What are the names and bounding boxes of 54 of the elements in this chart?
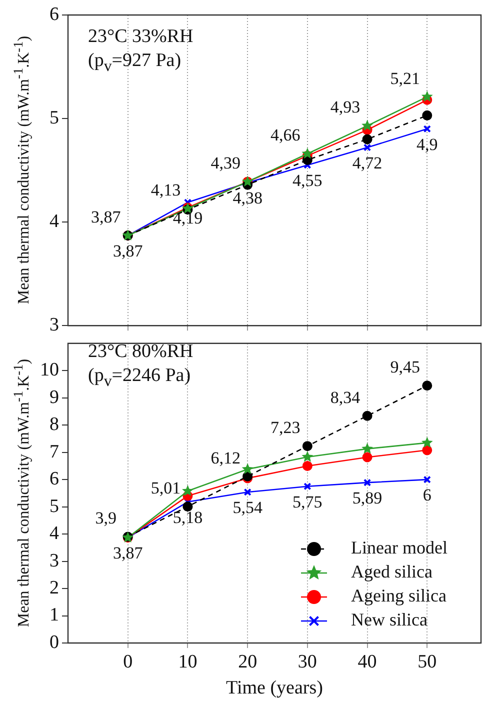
data-label: 9,45 (390, 358, 420, 377)
legend-label: New silica (351, 610, 428, 630)
annotation: (p$_{v}$=927 Pa) (88, 49, 182, 77)
data-label: 7,23 (270, 418, 300, 438)
y-tick-label: 4 (50, 211, 60, 232)
data-label: 5,89 (352, 488, 382, 508)
data-label: 6,12 (210, 448, 240, 468)
y-tick-label: 7 (50, 441, 59, 462)
data-label: 3,87 (112, 544, 144, 563)
data-label: 5,01 (150, 478, 181, 498)
data-label: 5,54 (232, 498, 263, 518)
data-label: 4,19 (172, 208, 203, 228)
data-label: 3,87 (112, 241, 144, 260)
data-label: 4,38 (232, 188, 262, 208)
data-label: 3,87 (90, 207, 122, 226)
y-tick-label: 9 (50, 386, 59, 408)
y-tick-label: 2 (50, 578, 59, 599)
x-tick-label: 0 (123, 651, 133, 672)
y-tick-label: 6 (50, 4, 59, 25)
data-label: 3,9 (95, 508, 116, 528)
y-tick-label: 10 (40, 360, 59, 381)
y-tick-label: 0 (50, 632, 59, 653)
y-tick-label: 5 (50, 496, 59, 517)
y-tick-label: 1 (50, 604, 59, 626)
data-label: 4,93 (330, 98, 360, 117)
data-label: 5,21 (390, 68, 420, 88)
x-tick-label: 10 (178, 651, 198, 672)
y-tick-label: 3 (50, 550, 59, 572)
data-label: 5,18 (172, 508, 203, 527)
annotation: 23°C 80%RH (88, 340, 194, 364)
legend-label: Linear model (351, 538, 448, 558)
annotation: (p$_{v}$=2246 Pa) (88, 364, 191, 392)
x-tick-label: 20 (238, 651, 258, 672)
data-label: 4,72 (352, 153, 382, 172)
x-tick-label: 50 (418, 651, 437, 672)
x-tick-label: 30 (298, 651, 317, 672)
y-tick-label: 6 (50, 468, 59, 490)
y-tick-label: 3 (50, 314, 59, 336)
y-tick-label: 5 (50, 108, 59, 129)
legend-label: Ageing silica (351, 586, 446, 606)
data-label: 4,55 (292, 171, 322, 190)
x-tick-label: 40 (358, 651, 377, 672)
data-label: 4,39 (210, 154, 240, 173)
data-label: 8,34 (330, 388, 361, 407)
annotation: 23°C 33%RH (88, 25, 194, 49)
legend-label: Aged silica (351, 562, 432, 582)
data-label: 5,75 (292, 492, 322, 512)
data-label: 6 (422, 486, 432, 505)
data-label: 4,9 (416, 134, 438, 154)
y-tick-label: 4 (50, 523, 60, 544)
data-label: 4,13 (150, 180, 181, 200)
x-axis-title: Time (years) (226, 678, 323, 699)
data-label: 4,66 (270, 126, 300, 145)
y-tick-label: 8 (50, 414, 59, 436)
